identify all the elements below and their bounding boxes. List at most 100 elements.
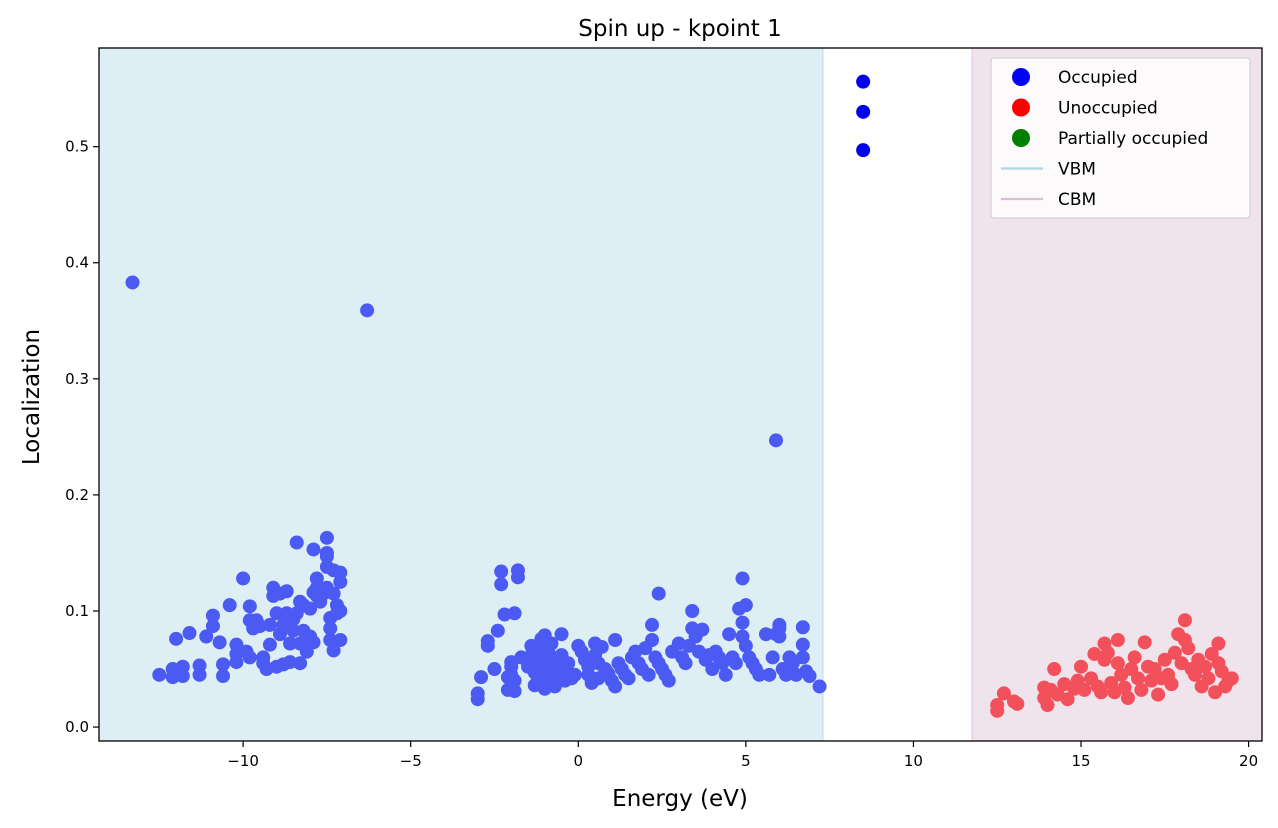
- data-point: [222, 598, 237, 613]
- data-point: [1198, 659, 1213, 674]
- data-point: [1130, 671, 1145, 686]
- data-point: [567, 667, 582, 682]
- data-point: [762, 667, 777, 682]
- data-point: [735, 615, 750, 630]
- data-point: [1201, 671, 1216, 686]
- data-point: [333, 633, 348, 648]
- y-tick-label: 0.4: [65, 254, 89, 272]
- x-tick-label: 10: [904, 752, 923, 770]
- data-point: [1047, 662, 1062, 677]
- data-point: [182, 626, 197, 641]
- data-point: [802, 668, 817, 683]
- data-point: [645, 633, 660, 648]
- data-point: [319, 549, 334, 564]
- data-point: [641, 667, 656, 682]
- data-point: [229, 637, 244, 652]
- data-point: [326, 586, 341, 601]
- x-axis-title: Energy (eV): [612, 786, 748, 812]
- data-point: [1157, 652, 1172, 667]
- data-point: [205, 619, 220, 634]
- data-point: [544, 636, 559, 651]
- data-point: [283, 636, 298, 651]
- legend-box: [990, 57, 1251, 219]
- data-point: [608, 633, 623, 648]
- data-point: [812, 679, 827, 694]
- data-point: [216, 657, 231, 672]
- data-point: [303, 601, 318, 616]
- data-point: [507, 673, 522, 688]
- legend-label: Partially occupied: [1058, 129, 1208, 149]
- legend-marker: [1012, 129, 1030, 147]
- data-point: [494, 577, 509, 592]
- data-point: [286, 623, 301, 638]
- data-point: [996, 686, 1011, 701]
- data-point: [1077, 682, 1092, 697]
- data-point: [765, 650, 780, 665]
- data-point: [722, 627, 737, 642]
- x-axis-ticks: −10 −5 0 5 10 15 20: [227, 741, 1258, 770]
- data-point: [1120, 691, 1135, 706]
- data-point: [333, 574, 348, 589]
- data-point: [242, 650, 257, 665]
- x-tick-label: −5: [400, 752, 422, 770]
- data-point: [738, 638, 753, 653]
- data-point: [728, 656, 743, 671]
- plot-area-frame: [98, 47, 1263, 742]
- x-tick-label: −10: [227, 752, 259, 770]
- data-point: [1211, 636, 1226, 651]
- data-point: [289, 535, 304, 550]
- data-point: [507, 684, 522, 699]
- legend-label: CBM: [1058, 190, 1096, 210]
- legend-marker: [1012, 98, 1030, 117]
- data-point: [480, 638, 495, 653]
- data-point: [269, 606, 284, 621]
- data-point: [795, 620, 810, 635]
- data-point: [856, 74, 871, 89]
- data-point: [1074, 659, 1089, 674]
- legend-label: Occupied: [1058, 68, 1138, 88]
- x-tick-label: 5: [741, 752, 751, 770]
- data-point: [494, 564, 509, 579]
- data-point: [990, 703, 1005, 718]
- data-point: [795, 637, 810, 652]
- data-point: [1134, 682, 1149, 697]
- data-point: [216, 668, 231, 683]
- data-point: [685, 603, 700, 618]
- data-point: [795, 650, 810, 665]
- data-point: [326, 643, 341, 658]
- data-point: [470, 692, 485, 707]
- data-point: [769, 433, 784, 448]
- data-point: [152, 667, 167, 682]
- data-point: [735, 571, 750, 586]
- data-point: [1167, 645, 1182, 660]
- y-tick-label: 0.1: [65, 602, 89, 620]
- data-point: [510, 570, 525, 585]
- data-point: [554, 627, 569, 642]
- y-axis-title: Localization: [19, 329, 45, 465]
- data-point: [772, 629, 787, 644]
- data-point: [319, 530, 334, 545]
- data-point: [333, 603, 348, 618]
- data-point: [212, 635, 227, 650]
- data-point: [752, 667, 767, 682]
- data-point: [1127, 650, 1142, 665]
- y-tick-label: 0.5: [65, 138, 89, 156]
- data-point: [236, 571, 251, 586]
- data-point: [293, 656, 308, 671]
- legend-label: Unoccupied: [1058, 99, 1158, 119]
- data-point: [279, 584, 294, 599]
- data-point: [192, 667, 207, 682]
- data-point: [1060, 692, 1075, 707]
- x-tick-label: 20: [1239, 752, 1258, 770]
- data-point: [1137, 635, 1152, 650]
- data-point: [1010, 696, 1025, 711]
- data-point: [262, 617, 277, 632]
- y-axis-ticks: 0.0 0.1 0.2 0.3 0.4 0.5: [65, 138, 99, 736]
- data-point: [1181, 641, 1196, 656]
- data-point: [651, 586, 666, 601]
- data-point: [678, 656, 693, 671]
- data-point: [594, 639, 609, 654]
- data-point: [561, 656, 576, 671]
- data-point: [1177, 613, 1192, 628]
